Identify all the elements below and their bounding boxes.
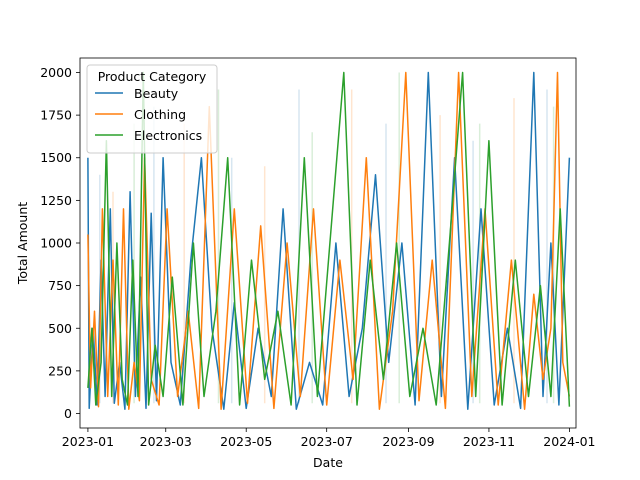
series-layer: [87, 71, 571, 410]
y-axis: 0 250 500 750 1000 1250 1500 1750 2000: [40, 65, 80, 421]
legend-title: Product Category: [98, 69, 207, 84]
series-line-electronics: [87, 71, 571, 407]
legend-box: [86, 64, 218, 154]
x-tick-label: 2023-11: [463, 434, 515, 449]
y-tick-label: 750: [48, 278, 72, 293]
y-tick-label: 1750: [40, 108, 72, 123]
x-axis-label: Date: [313, 455, 343, 470]
y-tick-label: 2000: [40, 65, 72, 80]
y-tick-label: 1500: [40, 150, 72, 165]
y-tick-label: 500: [48, 321, 72, 336]
y-tick-label: 250: [48, 363, 72, 378]
y-axis-label: Total Amount: [15, 202, 30, 285]
legend-label-clothing: Clothing: [134, 107, 186, 122]
x-tick-label: 2023-09: [382, 434, 434, 449]
x-tick-label: 2024-01: [543, 434, 595, 449]
x-tick-label: 2023-07: [301, 434, 353, 449]
x-axis: 2023-01 2023-03 2023-05 2023-07 2023-09 2023-…: [62, 428, 596, 449]
y-tick-label: 1250: [40, 193, 72, 208]
y-tick-label: 0: [64, 406, 72, 421]
legend: Product Category Beauty Clothing Electroni…: [86, 64, 218, 154]
series-line-beauty: [87, 71, 571, 410]
x-tick-label: 2023-01: [62, 434, 114, 449]
legend-label-electronics: Electronics: [134, 128, 202, 143]
x-tick-label: 2023-03: [140, 434, 192, 449]
y-tick-label: 1000: [40, 236, 72, 251]
legend-label-beauty: Beauty: [134, 86, 179, 101]
x-tick-label: 2023-05: [220, 434, 272, 449]
